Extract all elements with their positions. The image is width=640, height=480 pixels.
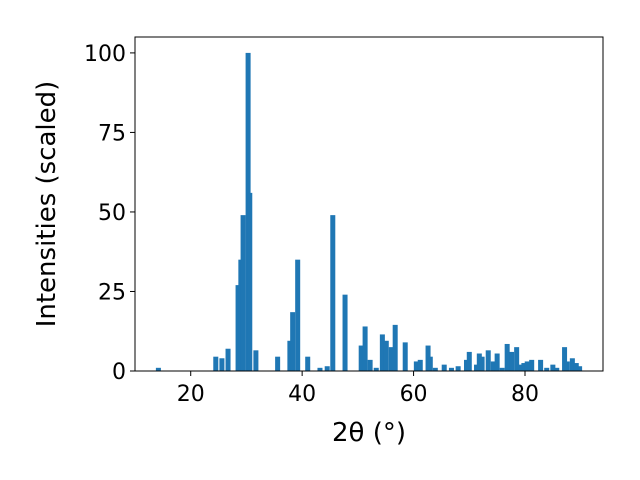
x-tick-label: 80 bbox=[511, 382, 539, 407]
bar bbox=[427, 356, 433, 371]
bar bbox=[324, 366, 330, 371]
bar bbox=[485, 350, 491, 371]
bar bbox=[494, 353, 500, 371]
x-tick-label: 60 bbox=[400, 382, 428, 407]
bar bbox=[509, 351, 515, 371]
bar bbox=[562, 347, 568, 371]
bar bbox=[448, 367, 454, 371]
bar bbox=[240, 215, 246, 371]
bar bbox=[455, 366, 461, 371]
bar bbox=[463, 359, 470, 371]
bar bbox=[379, 334, 385, 371]
bar bbox=[367, 359, 373, 371]
y-tick-label: 0 bbox=[112, 360, 126, 385]
y-tick-label: 100 bbox=[84, 42, 126, 67]
bar bbox=[521, 363, 527, 371]
bar bbox=[474, 364, 480, 371]
bar bbox=[564, 361, 570, 371]
bar bbox=[577, 366, 583, 371]
y-tick-label: 50 bbox=[98, 201, 126, 226]
bar bbox=[317, 367, 323, 371]
bar bbox=[516, 364, 522, 371]
bar bbox=[275, 356, 281, 371]
y-axis-label: Intensities (scaled) bbox=[32, 81, 62, 328]
bar bbox=[569, 358, 575, 371]
bar bbox=[287, 340, 293, 371]
bar bbox=[413, 361, 419, 371]
bar bbox=[499, 367, 505, 371]
bar bbox=[362, 326, 368, 371]
bar bbox=[388, 347, 394, 371]
x-tick-label: 20 bbox=[177, 382, 205, 407]
bar bbox=[213, 356, 219, 371]
x-axis-label: 2θ (°) bbox=[332, 418, 406, 448]
bar bbox=[247, 192, 253, 371]
bar bbox=[554, 367, 560, 371]
bar bbox=[235, 285, 241, 371]
y-tick-label: 75 bbox=[98, 121, 126, 146]
x-tick-label: 40 bbox=[288, 382, 316, 407]
bar bbox=[253, 350, 259, 371]
bar bbox=[432, 367, 438, 371]
y-tick-label: 25 bbox=[98, 280, 126, 305]
bar bbox=[402, 342, 408, 371]
bar bbox=[476, 353, 482, 371]
bar bbox=[544, 367, 550, 371]
bar bbox=[290, 312, 296, 371]
bar bbox=[383, 340, 389, 371]
bar bbox=[358, 345, 364, 371]
bar bbox=[504, 343, 510, 371]
bar bbox=[514, 347, 520, 371]
bar bbox=[342, 294, 348, 371]
bar bbox=[155, 367, 161, 371]
bar bbox=[529, 359, 535, 371]
bar bbox=[373, 367, 379, 371]
bar bbox=[524, 361, 530, 371]
bar bbox=[538, 359, 544, 371]
bar bbox=[330, 215, 336, 371]
bar bbox=[305, 356, 311, 371]
bar bbox=[490, 361, 496, 371]
bar bbox=[441, 364, 447, 371]
bar bbox=[295, 259, 301, 371]
bar bbox=[550, 364, 556, 371]
bar bbox=[573, 363, 579, 371]
bar bbox=[219, 358, 225, 371]
plot-frame bbox=[134, 36, 604, 372]
bar bbox=[392, 324, 398, 371]
bar bbox=[417, 359, 423, 371]
bar bbox=[479, 356, 485, 371]
bar bbox=[466, 351, 472, 371]
bar bbox=[225, 348, 231, 371]
